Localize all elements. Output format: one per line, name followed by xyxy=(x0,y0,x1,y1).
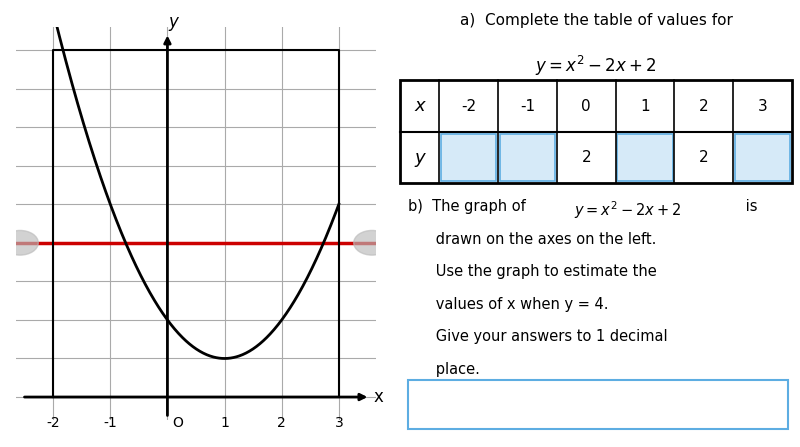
Text: 3: 3 xyxy=(334,416,343,430)
Text: Give your answers to 1 decimal: Give your answers to 1 decimal xyxy=(408,329,668,345)
Text: x: x xyxy=(373,388,383,406)
Bar xyxy=(500,134,555,181)
Text: y: y xyxy=(414,148,425,167)
Text: x: x xyxy=(414,97,425,115)
Bar xyxy=(618,134,673,181)
Text: 0: 0 xyxy=(582,99,591,114)
Text: -1: -1 xyxy=(520,99,535,114)
Text: -2: -2 xyxy=(461,99,476,114)
Text: values of x when y = 4.: values of x when y = 4. xyxy=(408,297,609,312)
Text: place.: place. xyxy=(408,362,480,377)
Text: 1: 1 xyxy=(220,416,229,430)
Text: drawn on the axes on the left.: drawn on the axes on the left. xyxy=(408,232,657,247)
Text: 2: 2 xyxy=(278,416,286,430)
Text: $y = x^2 - 2x + 2$: $y = x^2 - 2x + 2$ xyxy=(574,199,681,221)
Bar xyxy=(408,380,788,429)
Text: 2: 2 xyxy=(699,99,709,114)
Text: y: y xyxy=(168,13,178,31)
Text: Use the graph to estimate the: Use the graph to estimate the xyxy=(408,264,657,279)
Bar xyxy=(441,134,497,181)
Text: 1: 1 xyxy=(640,99,650,114)
Text: a)  Complete the table of values for: a) Complete the table of values for xyxy=(459,13,733,29)
Circle shape xyxy=(2,231,38,255)
Text: O: O xyxy=(172,416,183,430)
Text: b)  The graph of: b) The graph of xyxy=(408,199,530,214)
Text: -2: -2 xyxy=(46,416,60,430)
Text: 3: 3 xyxy=(758,99,767,114)
Circle shape xyxy=(354,231,390,255)
Bar xyxy=(734,134,790,181)
Text: -1: -1 xyxy=(103,416,117,430)
Text: $y = x^2 - 2x + 2$: $y = x^2 - 2x + 2$ xyxy=(535,54,657,78)
Text: is: is xyxy=(741,199,758,214)
Bar xyxy=(400,80,792,183)
Text: 2: 2 xyxy=(582,150,591,165)
Text: 2: 2 xyxy=(699,150,709,165)
